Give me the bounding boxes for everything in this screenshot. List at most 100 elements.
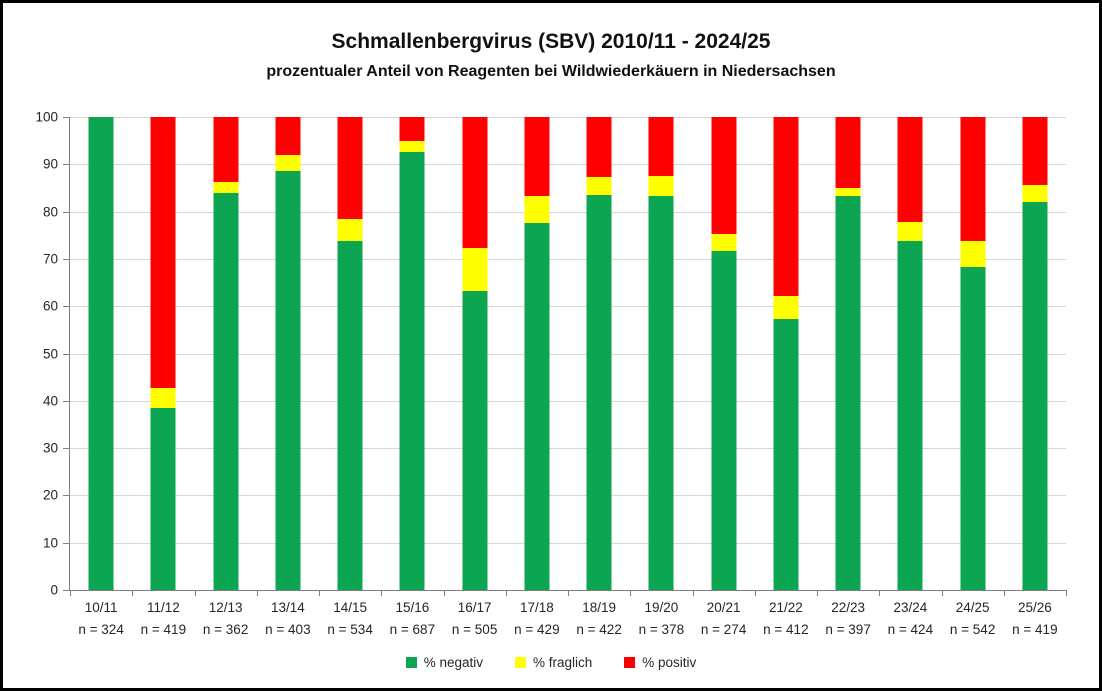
legend-swatch-negativ xyxy=(405,657,417,668)
bar-slot-13/14: 13/14 n = 403 xyxy=(257,117,319,637)
bar-segment-positiv-12/13 xyxy=(213,117,239,183)
x-category-label-16/17: 16/17 xyxy=(457,600,492,615)
x-n-label-14/15: n = 534 xyxy=(327,622,373,637)
bar-slot-14/15: 14/15 n = 534 xyxy=(319,117,381,637)
bar-slot-22/23: 22/23 n = 397 xyxy=(817,117,879,637)
bar-segment-positiv-25/26 xyxy=(1022,117,1048,186)
bar-segment-negativ-22/23 xyxy=(835,195,861,590)
bar-segment-positiv-16/17 xyxy=(462,117,488,249)
x-tick-8 xyxy=(568,590,569,596)
y-tick-0 xyxy=(63,590,70,591)
y-tick-label-70: 70 xyxy=(42,251,58,267)
bar-segment-negativ-17/18 xyxy=(524,223,550,590)
x-tick-2 xyxy=(194,590,196,596)
gridline-90 xyxy=(70,164,1066,166)
chart-title: Schmallenbergvirus (SBV) 2010/11 - 2024/… xyxy=(331,30,771,53)
x-tick-9 xyxy=(630,590,632,596)
y-tick-label-100: 100 xyxy=(35,109,58,125)
bar-slot-12/13: 12/13 n = 362 xyxy=(195,117,257,637)
x-tick-6 xyxy=(443,590,445,596)
x-category-label-19/20: 19/20 xyxy=(644,600,679,615)
y-tick-20 xyxy=(63,495,70,497)
x-n-label-17/18: n = 429 xyxy=(514,622,560,637)
bar-segment-fraglich-24/25 xyxy=(960,240,986,268)
bar-slot-16/17: 16/17 n = 505 xyxy=(444,117,506,637)
y-tick-label-20: 20 xyxy=(42,487,58,503)
bar-segment-negativ-13/14 xyxy=(275,171,301,590)
bar-slot-17/18: 17/18 n = 429 xyxy=(506,117,568,637)
bar-segment-fraglich-18/19 xyxy=(586,176,612,195)
bar-slot-18/19: 18/19 n = 422 xyxy=(568,117,630,637)
x-category-label-11/12: 11/12 xyxy=(146,600,180,615)
x-tick-14 xyxy=(941,590,943,596)
y-tick-50 xyxy=(63,353,70,355)
x-n-label-10/11: n = 324 xyxy=(78,622,124,637)
y-tick-label-10: 10 xyxy=(42,535,58,551)
bar-slot-10/11: 10/11 n = 324 xyxy=(70,117,132,637)
bar-segment-positiv-14/15 xyxy=(337,117,363,219)
bar-slot-25/26: 25/26 n = 419 xyxy=(1004,117,1066,637)
x-tick-4 xyxy=(319,590,320,596)
bar-segment-positiv-24/25 xyxy=(960,117,986,241)
y-tick-10 xyxy=(63,542,70,544)
bar-segment-fraglich-13/14 xyxy=(275,154,301,172)
x-category-label-22/23: 22/23 xyxy=(831,600,866,615)
bar-segment-positiv-19/20 xyxy=(648,117,674,176)
y-tick-40 xyxy=(63,400,70,402)
bar-segment-positiv-15/16 xyxy=(399,117,425,141)
bar-segment-fraglich-20/21 xyxy=(711,234,737,251)
legend-label-fraglich: % fraglich xyxy=(532,655,593,670)
bar-segment-fraglich-21/22 xyxy=(773,296,799,319)
x-category-label-20/21: 20/21 xyxy=(706,600,741,615)
bar-segment-positiv-11/12 xyxy=(150,117,176,389)
bar-segment-fraglich-11/12 xyxy=(150,388,176,408)
y-tick-90 xyxy=(63,164,70,166)
gridline-100 xyxy=(70,117,1066,118)
x-n-label-11/12: n = 419 xyxy=(140,622,187,637)
chart-header: Schmallenbergvirus (SBV) 2010/11 - 2024/… xyxy=(3,29,1099,83)
gridline-70 xyxy=(70,258,1066,260)
bar-segment-negativ-21/22 xyxy=(773,318,799,590)
bar-segment-negativ-23/24 xyxy=(897,240,923,590)
y-tick-label-0: 0 xyxy=(50,582,58,598)
bar-segment-positiv-22/23 xyxy=(835,117,861,189)
legend-item-negativ: % negativ xyxy=(405,655,483,670)
x-tick-1 xyxy=(132,590,134,596)
x-category-label-14/15: 14/15 xyxy=(333,600,368,615)
bar-segment-fraglich-19/20 xyxy=(648,175,674,196)
x-category-label-15/16: 15/16 xyxy=(395,600,430,615)
y-tick-60 xyxy=(63,306,70,308)
bar-segment-negativ-12/13 xyxy=(213,192,239,590)
x-tick-16 xyxy=(1066,590,1067,596)
bar-segment-fraglich-14/15 xyxy=(337,218,363,241)
x-category-label-17/18: 17/18 xyxy=(519,600,554,615)
y-tick-label-50: 50 xyxy=(42,346,58,361)
x-n-label-13/14: n = 403 xyxy=(265,622,311,637)
y-tick-label-40: 40 xyxy=(42,393,58,409)
x-tick-13 xyxy=(879,590,881,596)
y-tick-70 xyxy=(63,258,70,260)
y-tick-label-80: 80 xyxy=(42,204,58,220)
bar-segment-fraglich-15/16 xyxy=(399,140,425,152)
x-n-label-25/26: n = 419 xyxy=(1012,622,1058,637)
bar-segment-negativ-14/15 xyxy=(337,240,363,590)
bar-segment-positiv-21/22 xyxy=(773,117,799,297)
bar-segment-negativ-24/25 xyxy=(960,267,986,590)
chart-subtitle: prozentualer Anteil von Reagenten bei Wi… xyxy=(266,63,836,80)
y-tick-100 xyxy=(63,117,70,118)
bar-slot-23/24: 23/24 n = 424 xyxy=(879,117,941,637)
x-tick-10 xyxy=(692,590,694,596)
bar-segment-negativ-16/17 xyxy=(462,291,488,590)
legend-swatch-positiv xyxy=(624,657,636,668)
gridline-40 xyxy=(70,400,1066,402)
y-tick-label-90: 90 xyxy=(42,156,58,172)
x-n-label-16/17: n = 505 xyxy=(451,622,498,637)
bar-segment-positiv-20/21 xyxy=(711,117,737,235)
x-category-label-13/14: 13/14 xyxy=(270,600,305,615)
bar-segment-negativ-20/21 xyxy=(711,250,737,590)
gridline-10 xyxy=(70,542,1066,544)
legend-item-fraglich: % fraglich xyxy=(514,655,593,670)
plot-area: 0 10 20 30 40 50 60 70 80 90 100 10/11 n = 324 11/12 n… xyxy=(35,110,1067,637)
x-n-label-21/22: n = 412 xyxy=(763,622,809,637)
